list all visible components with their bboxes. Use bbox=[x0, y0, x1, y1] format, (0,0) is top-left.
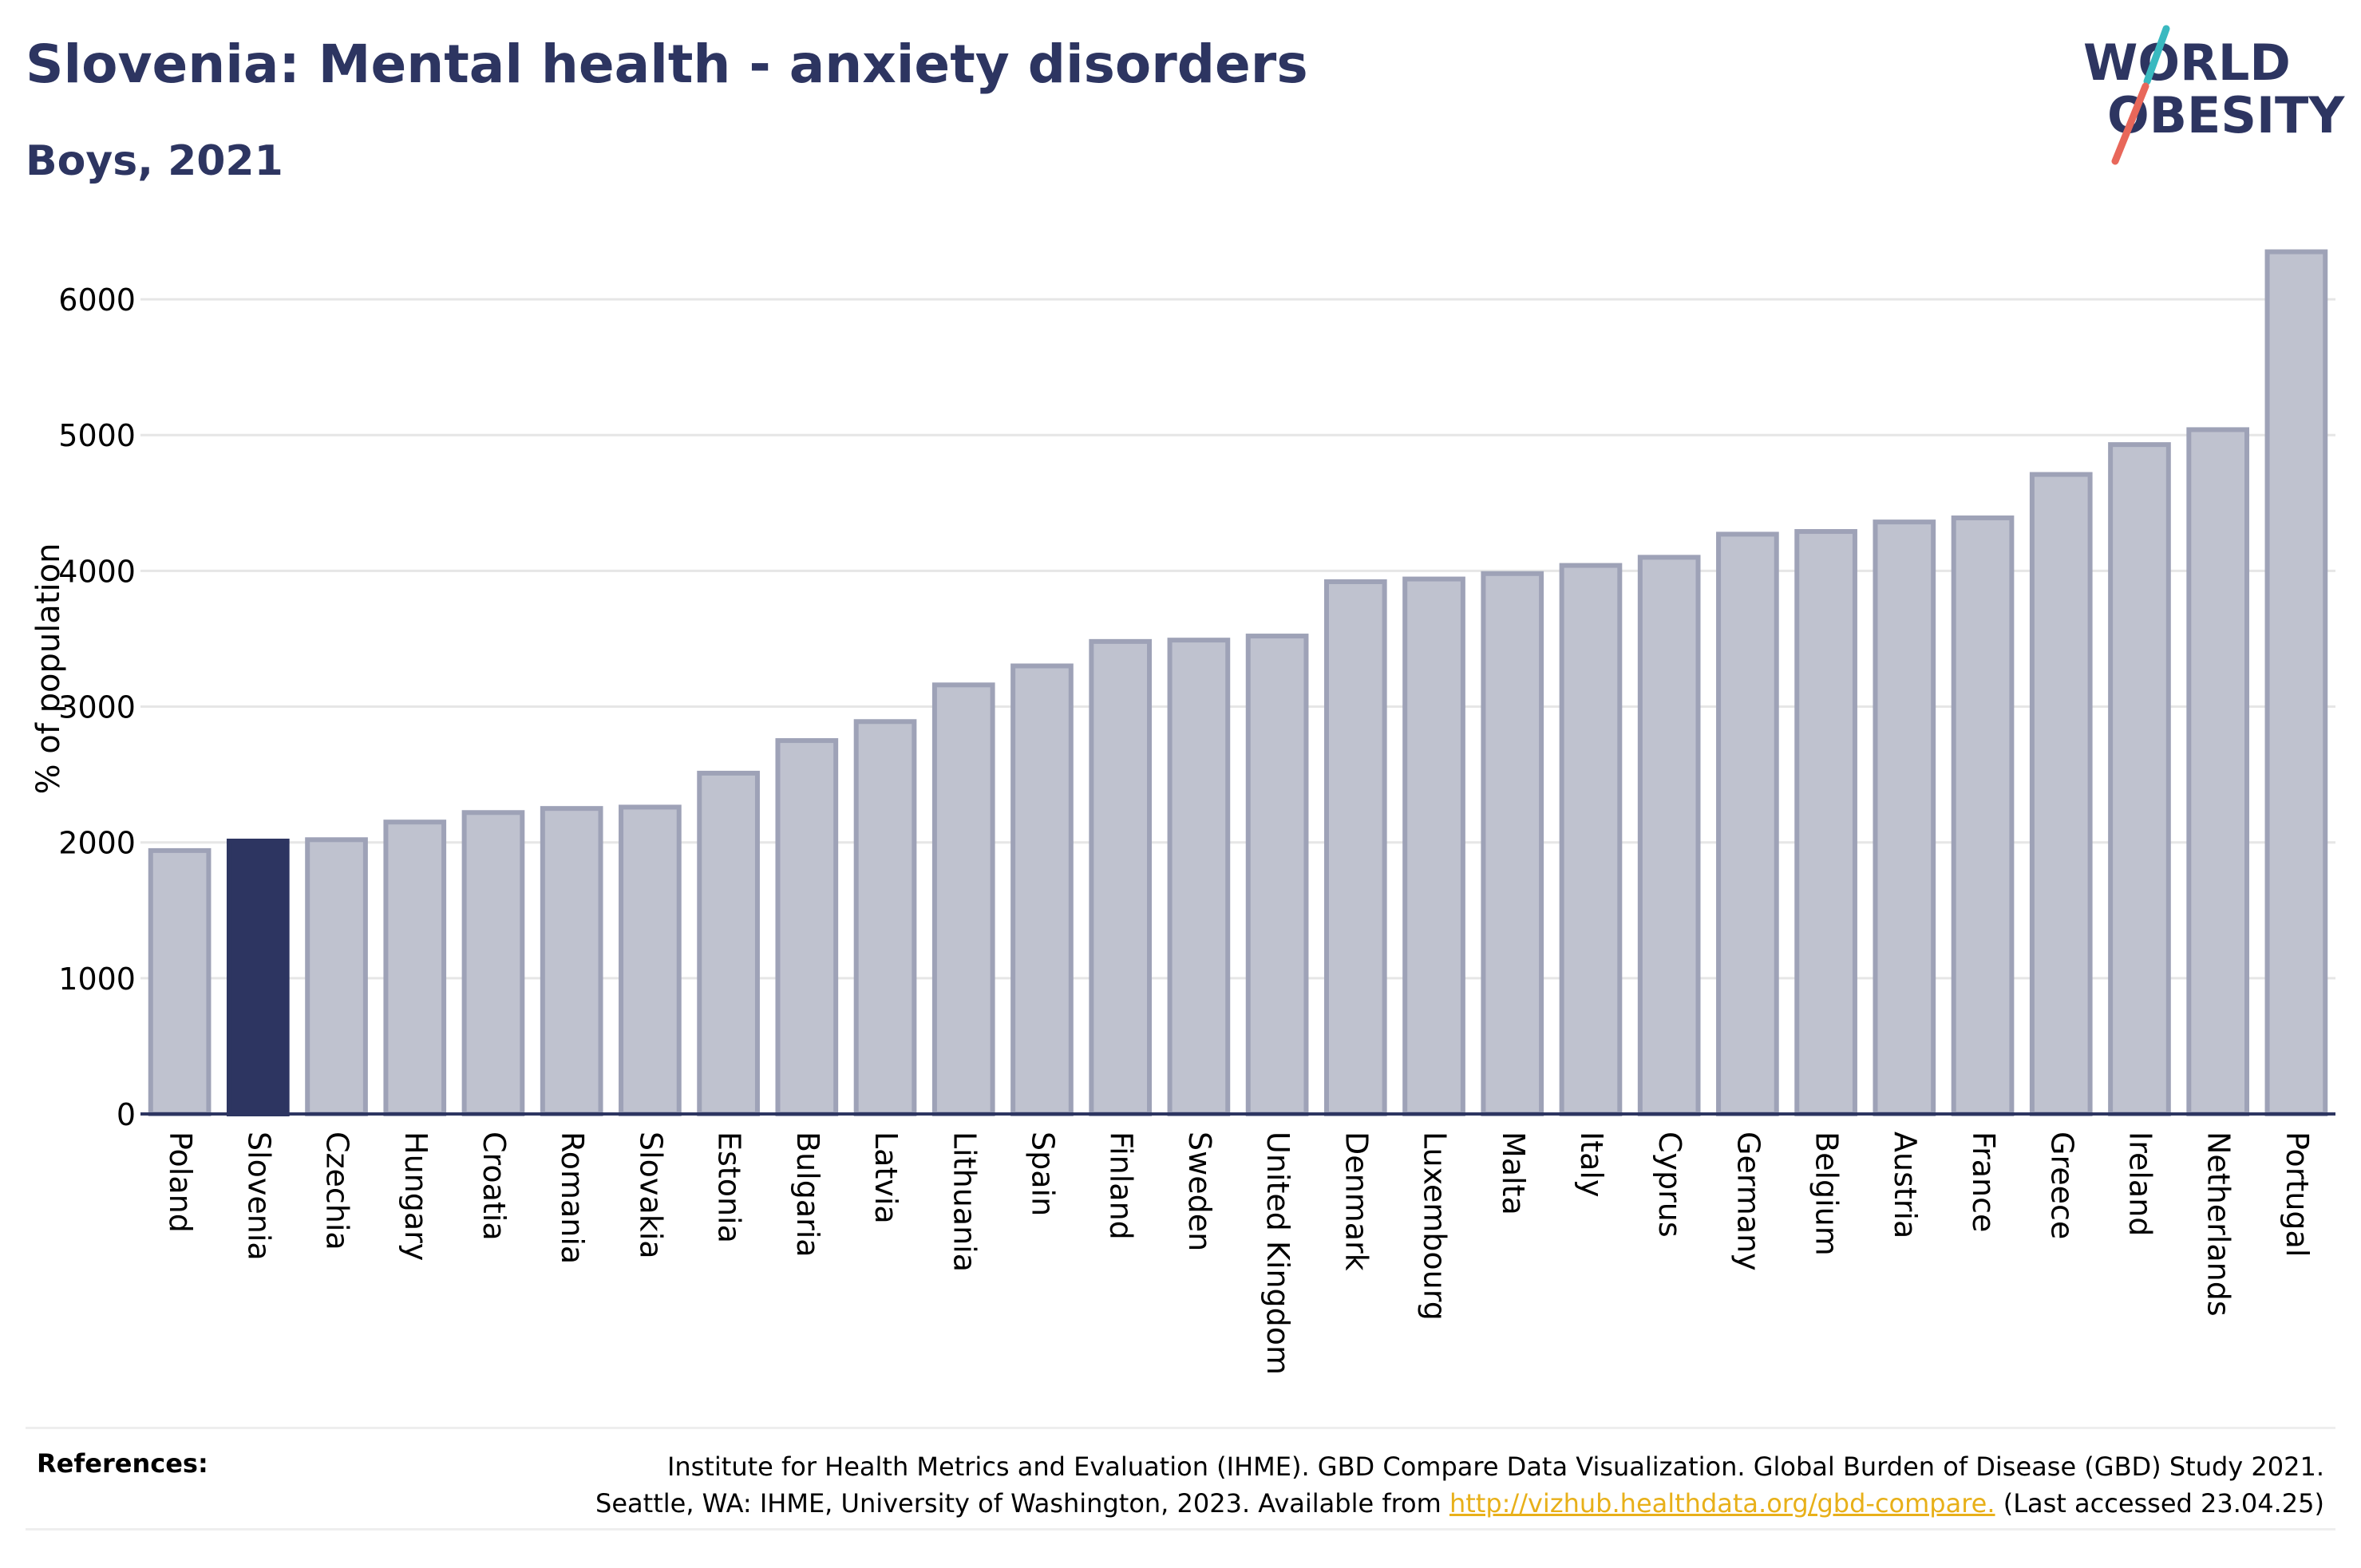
x-tick-label: Finland bbox=[1104, 1132, 1139, 1240]
bar-malta bbox=[1481, 571, 1544, 1116]
x-tick-label: Germany bbox=[1730, 1132, 1766, 1271]
bar-greece bbox=[2029, 472, 2093, 1116]
x-tick-label: Slovakia bbox=[633, 1132, 668, 1259]
bar-france bbox=[1951, 515, 2015, 1116]
logo-slash-bottom bbox=[2111, 82, 2149, 165]
bar-finland bbox=[1089, 638, 1153, 1116]
y-tick-label: 0 bbox=[117, 1097, 136, 1132]
x-tick-label: Austria bbox=[1888, 1132, 1923, 1238]
y-tick-label: 5000 bbox=[58, 418, 136, 453]
x-tick-label: Estonia bbox=[712, 1132, 747, 1243]
bar-croatia bbox=[461, 810, 525, 1117]
bar-romania bbox=[540, 806, 603, 1117]
y-tick-label: 1000 bbox=[58, 962, 136, 997]
page-subtitle: Boys, 2021 bbox=[26, 137, 283, 185]
y-axis-label: % of population bbox=[30, 543, 67, 795]
bars bbox=[148, 249, 2328, 1117]
reference-link[interactable]: http://vizhub.healthdata.org/gbd-compare… bbox=[1449, 1488, 1995, 1519]
x-tick-label: Denmark bbox=[1339, 1132, 1374, 1271]
bar-germany bbox=[1716, 531, 1779, 1116]
bar-czechia bbox=[305, 837, 368, 1116]
bar-united-kingdom bbox=[1245, 634, 1309, 1116]
x-tick-label: Lithuania bbox=[947, 1132, 982, 1272]
bar-portugal bbox=[2264, 249, 2328, 1116]
bar-ireland bbox=[2108, 442, 2171, 1116]
bar-netherlands bbox=[2186, 427, 2250, 1116]
axes: 0 1000 2000 3000 4000 5000 6000 Poland Slovenia C… bbox=[58, 282, 2335, 1375]
bar-hungary bbox=[383, 820, 447, 1116]
references-section: References: Institute for Health Metrics… bbox=[26, 1427, 2335, 1530]
x-tick-label: United Kingdom bbox=[1260, 1132, 1295, 1375]
x-tick-label: Romania bbox=[555, 1132, 590, 1264]
reference-line-1: Institute for Health Metrics and Evaluat… bbox=[666, 1451, 2324, 1482]
x-tick-label: Croatia bbox=[477, 1132, 512, 1241]
x-tick-label: Slovenia bbox=[241, 1132, 276, 1261]
bar-denmark bbox=[1323, 579, 1387, 1116]
bar-belgium bbox=[1794, 529, 1857, 1116]
bar-latvia bbox=[853, 719, 917, 1116]
bar-estonia bbox=[697, 770, 760, 1116]
page-title: Slovenia: Mental health - anxiety disord… bbox=[26, 34, 1308, 95]
y-tick-label: 2000 bbox=[58, 826, 136, 861]
logo-line1: WORLD bbox=[2083, 34, 2291, 92]
bar-cyprus bbox=[1637, 555, 1701, 1116]
references-label: References: bbox=[37, 1448, 208, 1479]
bar-chart: 0 1000 2000 3000 4000 5000 6000 Poland Slovenia C… bbox=[30, 249, 2335, 1375]
y-tick-label: 3000 bbox=[58, 690, 136, 725]
bar-luxembourg bbox=[1402, 576, 1465, 1116]
bar-sweden bbox=[1167, 638, 1231, 1116]
logo-slash-top bbox=[2143, 25, 2170, 85]
x-tick-label: Belgium bbox=[1809, 1132, 1845, 1256]
x-tick-label: Poland bbox=[163, 1132, 198, 1233]
x-tick-label: Luxembourg bbox=[1418, 1132, 1453, 1321]
y-tick-label: 6000 bbox=[58, 282, 136, 318]
x-tick-label: Netherlands bbox=[2201, 1132, 2236, 1317]
bar-poland bbox=[148, 847, 212, 1116]
x-tick-label: Malta bbox=[1496, 1132, 1531, 1215]
x-tick-label: Latvia bbox=[868, 1132, 904, 1224]
x-tick-label: Bulgaria bbox=[790, 1132, 825, 1258]
x-tick-label: Portugal bbox=[2280, 1132, 2315, 1257]
x-tick-label: Czechia bbox=[320, 1132, 355, 1250]
bar-bulgaria bbox=[775, 738, 839, 1116]
bar-austria bbox=[1873, 519, 1936, 1116]
world-obesity-logo: WORLD OBESITY bbox=[2083, 25, 2345, 165]
bar-italy bbox=[1559, 563, 1623, 1116]
reference-line-2-suffix: (Last accessed 23.04.25) bbox=[1995, 1488, 2324, 1519]
y-tick-label: 4000 bbox=[58, 554, 136, 589]
x-tick-label: Sweden bbox=[1182, 1132, 1217, 1251]
bar-slovenia bbox=[226, 838, 290, 1116]
bar-lithuania bbox=[931, 682, 995, 1116]
logo-line2: OBESITY bbox=[2107, 86, 2345, 144]
x-tick-label: Spain bbox=[1025, 1132, 1060, 1216]
bar-slovakia bbox=[619, 804, 682, 1117]
bar-spain bbox=[1010, 663, 1074, 1116]
x-tick-label: Cyprus bbox=[1652, 1132, 1687, 1238]
references-text: Institute for Health Metrics and Evaluat… bbox=[595, 1448, 2324, 1522]
x-tick-label: Hungary bbox=[398, 1132, 433, 1261]
x-tick-label: Ireland bbox=[2122, 1132, 2157, 1236]
x-tick-label: France bbox=[1966, 1132, 2001, 1232]
reference-line-2-prefix: Seattle, WA: IHME, University of Washing… bbox=[595, 1488, 1449, 1519]
x-tick-label: Greece bbox=[2044, 1132, 2079, 1239]
x-tick-label: Italy bbox=[1574, 1132, 1609, 1197]
